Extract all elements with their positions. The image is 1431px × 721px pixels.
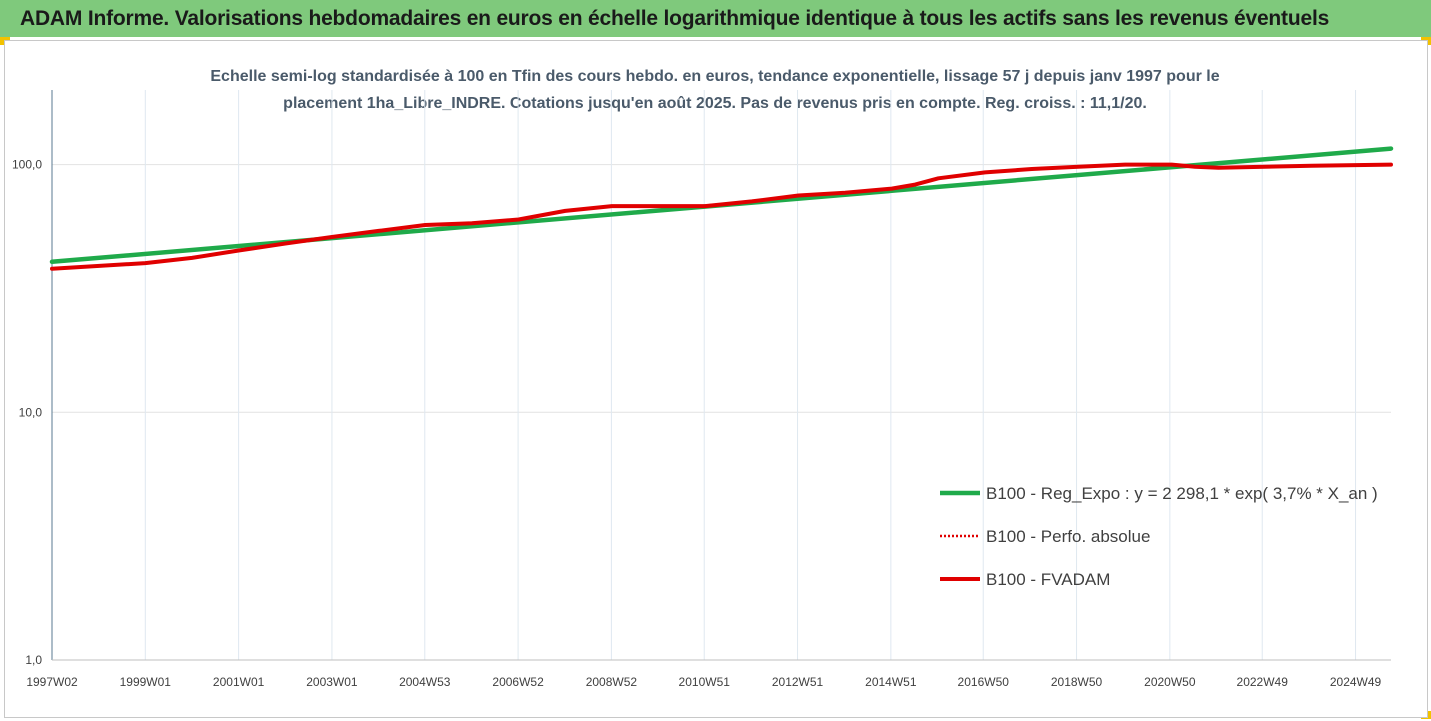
y-tick-label: 1,0 — [25, 653, 42, 667]
x-tick-label: 2014W51 — [865, 675, 917, 689]
y-tick-label: 100,0 — [12, 158, 42, 172]
legend-item-perfo-absolue-label: B100 - Perfo. absolue — [986, 527, 1150, 546]
legend-item-fvadam-label: B100 - FVADAM — [986, 570, 1110, 589]
x-tick-label: 2016W50 — [958, 675, 1010, 689]
x-tick-label: 2020W50 — [1144, 675, 1196, 689]
chart-title-line-1: Echelle semi-log standardisée à 100 en T… — [210, 68, 1220, 85]
x-tick-label: 2018W50 — [1051, 675, 1103, 689]
x-tick-label: 2022W49 — [1237, 675, 1289, 689]
x-tick-label: 2012W51 — [772, 675, 824, 689]
chart-title-line-2: placement 1ha_Libre_INDRE. Cotations jus… — [283, 95, 1147, 112]
x-tick-label: 2024W49 — [1330, 675, 1382, 689]
header-bar: ADAM Informe. Valorisations hebdomadaire… — [0, 0, 1431, 37]
x-tick-label: 1999W01 — [120, 675, 172, 689]
y-tick-label: 10,0 — [19, 405, 43, 419]
series-perfo-absolue-line — [50, 163, 1393, 270]
legend: B100 - Reg_Expo : y = 2 298,1 * exp( 3,7… — [940, 484, 1378, 589]
series-layer — [49, 146, 1394, 271]
header-title: ADAM Informe. Valorisations hebdomadaire… — [20, 7, 1330, 30]
legend-item-reg-expo-label: B100 - Reg_Expo : y = 2 298,1 * exp( 3,7… — [986, 484, 1378, 503]
axis-layer: 1,0 10,0 100,0 1997W02 1999W01 2001W01 2003W01… — [12, 90, 1391, 689]
x-tick-label: 2003W01 — [306, 675, 358, 689]
x-tick-label: 2001W01 — [213, 675, 265, 689]
x-tick-label: 2010W51 — [679, 675, 731, 689]
x-tick-label: 2004W53 — [399, 675, 451, 689]
chart-area — [4, 40, 1428, 718]
chart-title: Echelle semi-log standardisée à 100 en T… — [160, 63, 1270, 117]
series-fvadam-line — [50, 162, 1393, 271]
x-tick-label: 2006W52 — [492, 675, 544, 689]
grid-layer — [52, 90, 1391, 661]
x-tick-label: 2008W52 — [586, 675, 638, 689]
x-tick-label: 1997W02 — [26, 675, 78, 689]
